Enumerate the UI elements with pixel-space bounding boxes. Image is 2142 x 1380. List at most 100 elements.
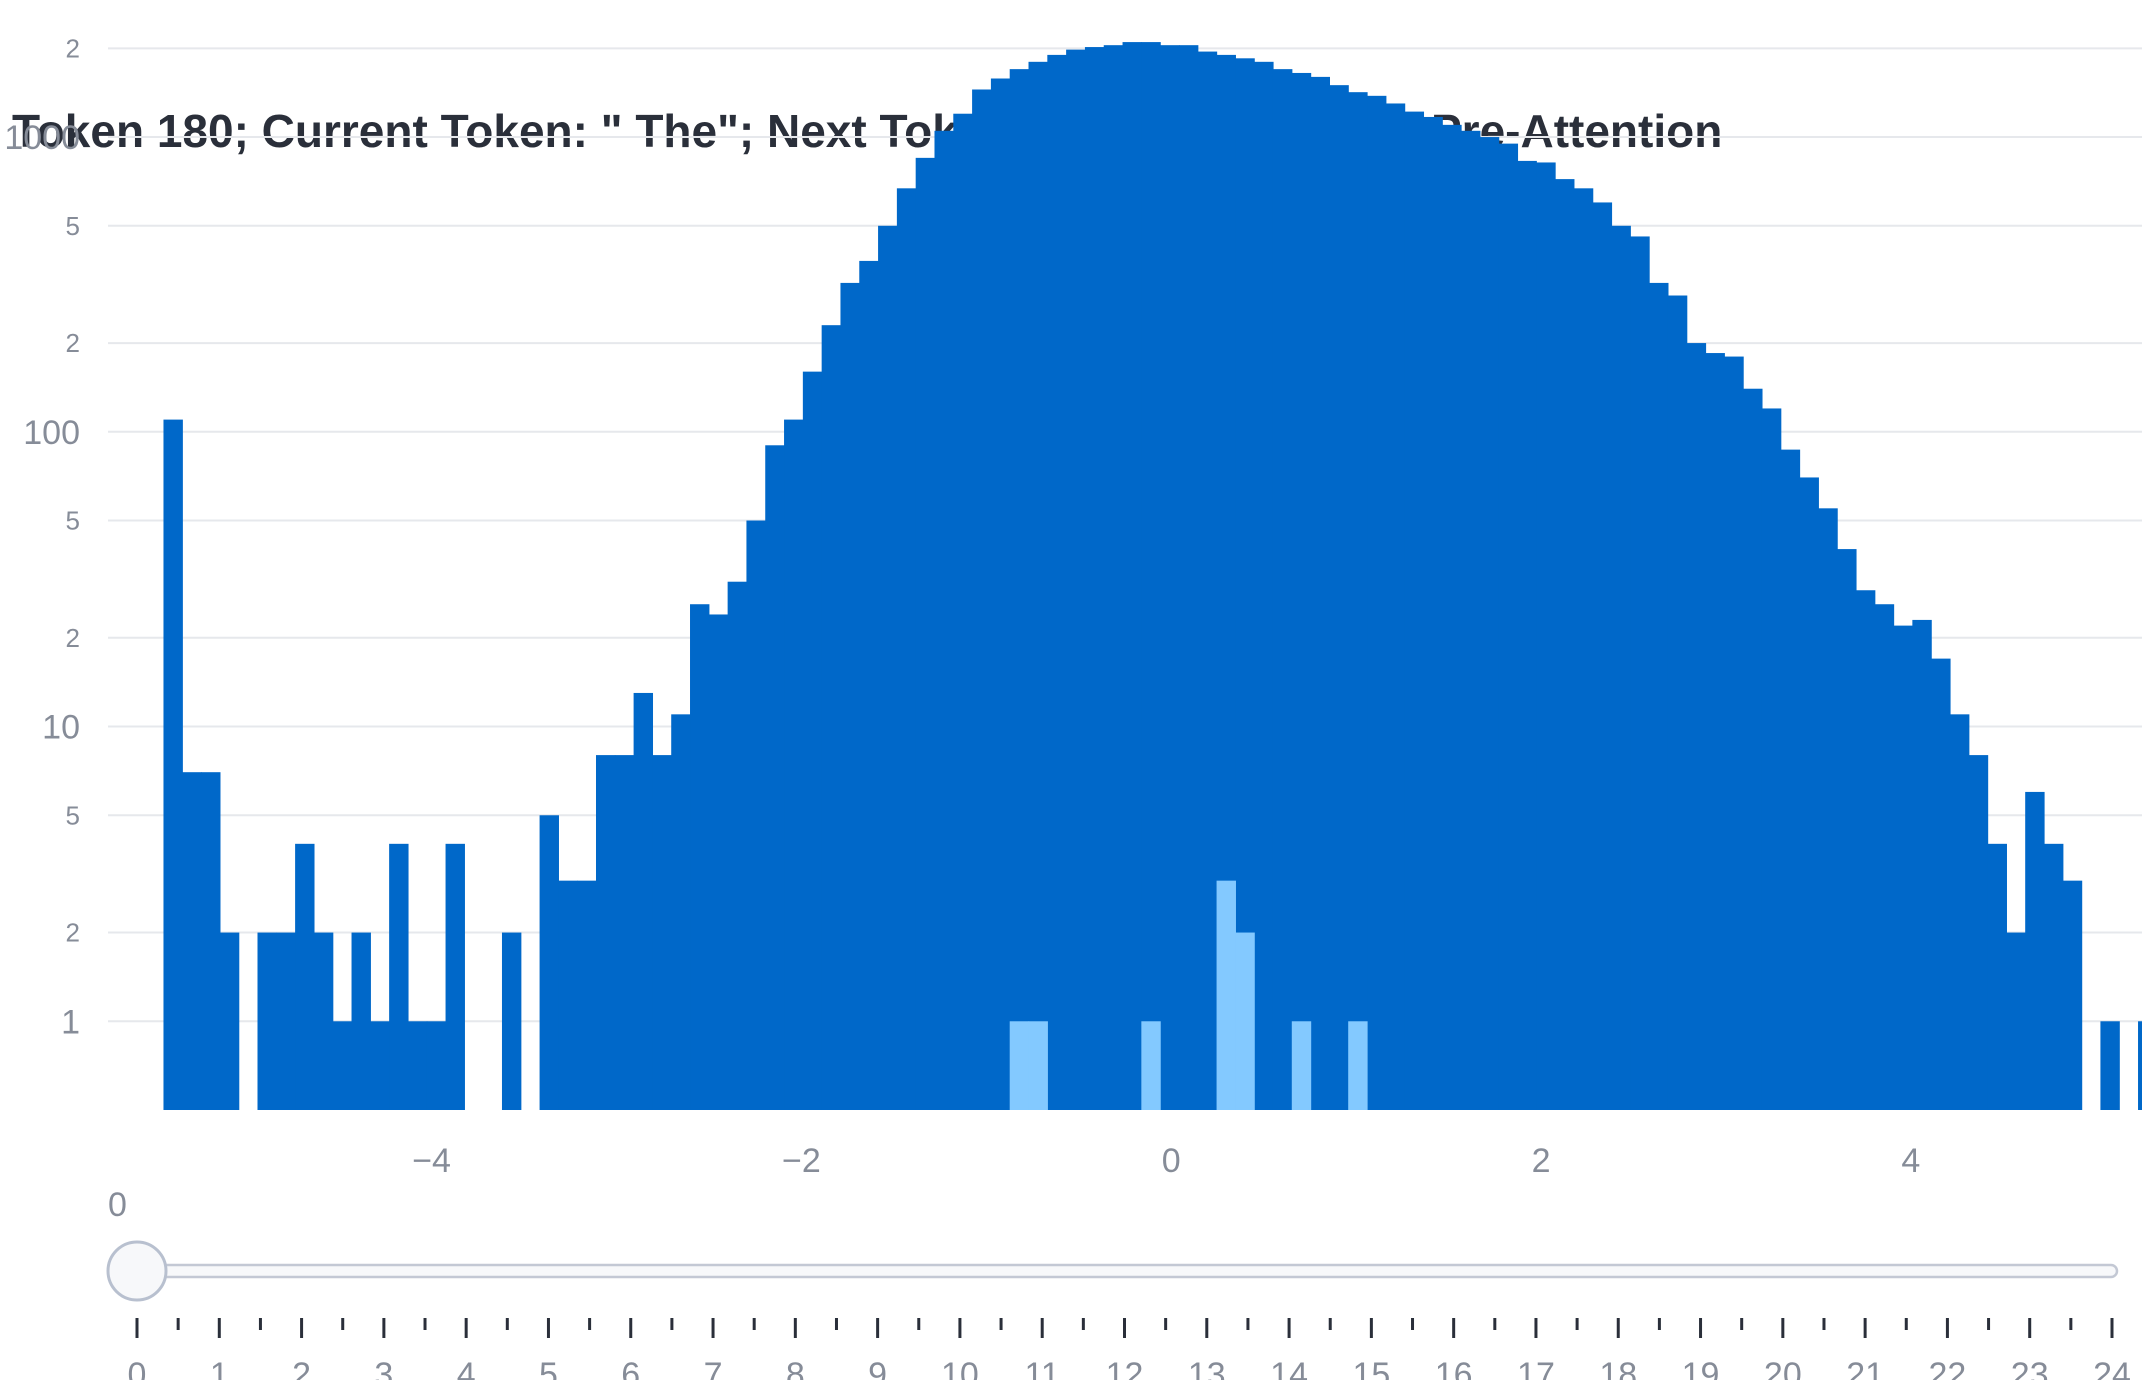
histogram-bar [652, 755, 672, 1110]
histogram-bar [1009, 69, 1030, 1111]
histogram-bar [972, 89, 992, 1110]
slider-tick-label: 23 [2011, 1356, 2049, 1380]
histogram-bar [1272, 69, 1293, 1111]
histogram-bar [201, 772, 221, 1110]
histogram-bar [1818, 508, 1838, 1110]
histogram-bar [2006, 932, 2026, 1110]
y-tick-label: 100 [23, 414, 80, 452]
histogram-bar [821, 325, 842, 1110]
slider-tick-label: 12 [1106, 1356, 1144, 1380]
histogram-bar [1705, 353, 1725, 1111]
y-tick-label: 2 [66, 918, 80, 948]
histogram-bar [859, 260, 879, 1110]
histogram-bar [2062, 880, 2083, 1110]
histogram-bar [878, 225, 898, 1111]
histogram-bar [1686, 343, 1707, 1111]
highlighted-bar [1216, 880, 1236, 1110]
slider-thumb[interactable] [106, 1240, 168, 1302]
x-tick-label: 0 [1162, 1142, 1181, 1180]
histogram-bar [765, 445, 785, 1110]
highlighted-bar [1235, 932, 1255, 1110]
histogram-bar [182, 772, 202, 1110]
slider-current-value: 0 [108, 1186, 127, 1224]
histogram-bar [219, 932, 240, 1110]
y-tick-label: 2 [66, 623, 80, 653]
histogram-bar [595, 755, 616, 1110]
x-tick-label: −4 [412, 1142, 451, 1180]
histogram-bar [934, 130, 954, 1110]
histogram-bar [1254, 61, 1274, 1110]
histogram-bar [1367, 95, 1387, 1110]
histogram-bar [1949, 714, 1970, 1110]
histogram-bar [802, 371, 823, 1111]
histogram-bar [896, 188, 917, 1110]
slider-tick-label: 17 [1517, 1356, 1555, 1380]
y-tick-label: 2 [66, 328, 80, 358]
slider-tick-label: 11 [1025, 1356, 1060, 1380]
histogram-bar [257, 932, 277, 1110]
slider-tick-label: 15 [1352, 1356, 1390, 1380]
histogram-bar [1404, 111, 1425, 1111]
histogram-bar [1987, 843, 2007, 1110]
histogram-bar [1799, 477, 1819, 1111]
histogram-bar [370, 1021, 390, 1110]
y-tick-label: 5 [66, 506, 80, 536]
histogram-bar [1780, 449, 1801, 1110]
highlighted-bar [1348, 1021, 1368, 1110]
histogram-bar [276, 932, 296, 1110]
histogram-bar [840, 282, 860, 1110]
highlighted-bars [1009, 880, 1368, 1110]
layer-slider[interactable]: 0 0 1 2 3 4 5 6 7 8 9 10 11 12 13 14 15 16 17 18 19 20 21 22 23… [106, 1186, 2131, 1380]
slider-tick-label: 18 [1599, 1356, 1637, 1380]
histogram-bar [1592, 202, 1613, 1110]
slider-tick-label: 22 [1929, 1356, 1967, 1380]
slider-track[interactable] [135, 1263, 2119, 1279]
histogram-bar [1931, 658, 1951, 1110]
histogram-bar [614, 755, 635, 1110]
highlighted-bar [1009, 1021, 1030, 1110]
histogram-bar [1743, 388, 1763, 1110]
histogram-bar [1160, 45, 1180, 1111]
histogram-bar [1555, 179, 1575, 1110]
slider-tick-label: 5 [539, 1356, 558, 1380]
histogram-bars [163, 42, 2142, 1111]
histogram-bar [915, 157, 936, 1110]
histogram-bar [953, 113, 973, 1110]
slider-ticks: 0 1 2 3 4 5 6 7 8 9 10 11 12 13 14 15 16 17 18 19 20 21 22 23 24 [128, 1318, 2131, 1380]
histogram-bar [332, 1021, 353, 1110]
slider-tick-label: 1 [210, 1356, 229, 1380]
x-tick-label: 4 [1901, 1142, 1920, 1180]
histogram-bar [501, 932, 522, 1110]
histogram-bar [784, 419, 804, 1110]
histogram-bar [1611, 225, 1631, 1111]
histogram-bar [990, 78, 1011, 1111]
histogram-bar [1084, 47, 1105, 1110]
histogram-bar [1855, 590, 1876, 1110]
histogram-bar [577, 880, 597, 1110]
histogram-bar [1066, 49, 1086, 1110]
histogram-bar [1122, 42, 1142, 1111]
slider-tick-label: 19 [1682, 1356, 1720, 1380]
histogram-bar [1216, 54, 1236, 1111]
slider-tick-label: 4 [457, 1356, 476, 1380]
histogram-bar [690, 604, 710, 1110]
histogram-bar [445, 843, 465, 1110]
histogram-bar [2043, 843, 2064, 1110]
histogram-bar [671, 714, 691, 1110]
histogram-bar [1968, 755, 1989, 1110]
histogram-bar [1893, 625, 1913, 1110]
y-tick-label: 10 [42, 709, 80, 747]
slider-tick-label: 7 [704, 1356, 723, 1380]
slider-tick-label: 13 [1188, 1356, 1226, 1380]
slider-tick-label: 2 [292, 1356, 311, 1380]
histogram-bar [351, 932, 371, 1110]
slider-tick-label: 3 [374, 1356, 393, 1380]
histogram-bar [1667, 295, 1688, 1110]
histogram-bar [1573, 188, 1594, 1110]
histogram-bar [1047, 54, 1067, 1111]
histogram-bar [727, 581, 748, 1110]
histogram-bar [2100, 1021, 2120, 1110]
highlighted-bar [1291, 1021, 1312, 1110]
y-tick-label: 2 [66, 33, 80, 63]
slider-tick-label: 21 [1846, 1356, 1884, 1380]
